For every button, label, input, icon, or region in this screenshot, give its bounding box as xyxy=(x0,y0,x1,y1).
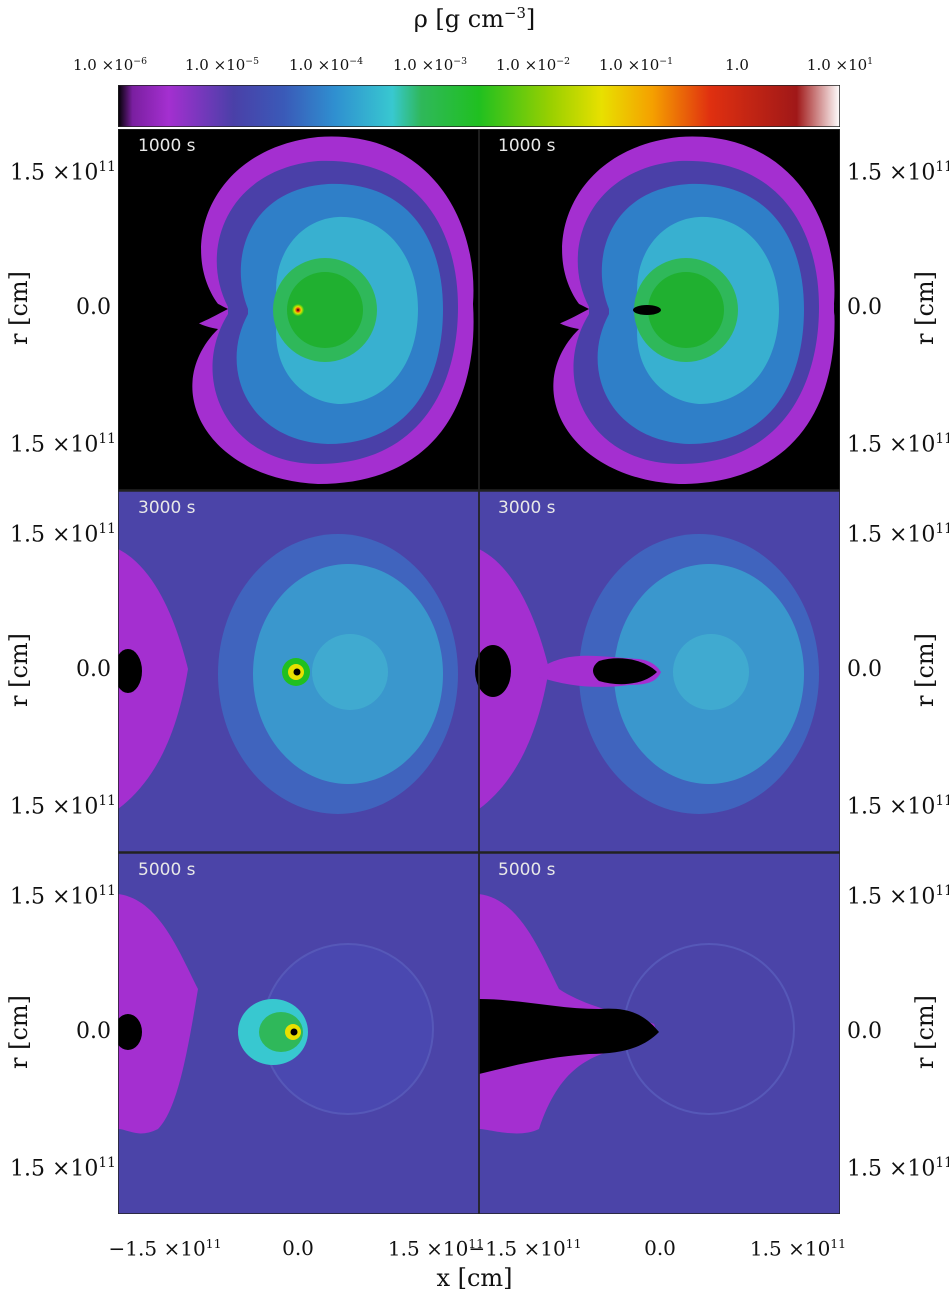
y-tick-label: 1.5 ×1011 xyxy=(847,521,949,548)
y-tick-label: 1.5 ×1011 xyxy=(10,883,116,910)
panel-time-label: 5000 s xyxy=(138,860,196,880)
y-axis-label: r [cm] xyxy=(5,632,34,708)
ejecta-3000s-right xyxy=(475,534,819,814)
x-tick-label: −1.5 ×1011 xyxy=(468,1236,582,1261)
y-tick-label: 1.5 ×1011 xyxy=(10,159,116,186)
colorbar-tick-label: 1.0 xyxy=(725,56,749,74)
colorbar-tick-label: 1.0 ×10−3 xyxy=(393,56,467,74)
panel-time-label: 1000 s xyxy=(138,136,196,156)
y-axis-label: r [cm] xyxy=(5,994,34,1070)
y-axis-label: r [cm] xyxy=(911,270,940,346)
y-tick-label: 1.5 ×1011 xyxy=(847,883,949,910)
colorbar-tick-label: 1.0 ×101 xyxy=(806,56,874,74)
x-tick-label: 1.5 ×1011 xyxy=(387,1236,485,1261)
y-axis-label: r [cm] xyxy=(5,270,34,346)
y-tick-label: 0.0 xyxy=(76,295,111,320)
y-tick-label: 0.0 xyxy=(847,657,882,682)
y-tick-label: 1.5 ×1011 xyxy=(10,431,116,458)
ejecta-3000s-left xyxy=(118,534,458,814)
panel-time-label: 1000 s xyxy=(498,136,556,156)
y-tick-label: 0.0 xyxy=(76,1019,111,1044)
density-panels xyxy=(118,129,840,1214)
colorbar xyxy=(118,85,840,127)
colorbar-label-exp: −3 xyxy=(503,4,526,22)
y-tick-label: 0.0 xyxy=(76,657,111,682)
colorbar-tick-label: 1.0 ×10−1 xyxy=(599,56,673,74)
colorbar-tick-label: 1.0 ×10−4 xyxy=(289,56,363,74)
x-tick-label: 1.5 ×1011 xyxy=(749,1236,847,1261)
colorbar-tick-label: 1.0 ×10−5 xyxy=(185,56,259,74)
y-axis-label: r [cm] xyxy=(911,632,940,708)
ejecta-5000s-left xyxy=(118,894,434,1134)
ejecta-1000s-left xyxy=(118,136,474,484)
y-tick-label: 1.5 ×1011 xyxy=(10,793,116,820)
panel-time-label: 3000 s xyxy=(138,498,196,518)
x-tick-label: −1.5 ×1011 xyxy=(108,1236,222,1261)
y-tick-label: 1.5 ×1011 xyxy=(847,793,949,820)
colorbar-title: ρ [g cm−3] xyxy=(0,4,949,33)
ejecta-5000s-right xyxy=(479,894,795,1134)
ejecta-1000s-right xyxy=(479,136,840,484)
panel-time-label: 3000 s xyxy=(498,498,556,518)
y-tick-label: 1.5 ×1011 xyxy=(10,521,116,548)
colorbar-label-tail: ] xyxy=(525,5,536,33)
y-axis-label: r [cm] xyxy=(911,994,940,1070)
y-tick-label: 1.5 ×1011 xyxy=(847,431,949,458)
panel-time-label: 5000 s xyxy=(498,860,556,880)
y-tick-label: 0.0 xyxy=(847,295,882,320)
y-tick-label: 0.0 xyxy=(847,1019,882,1044)
colorbar-tick-label: 1.0 ×10−2 xyxy=(496,56,570,74)
x-tick-label: 0.0 xyxy=(644,1236,676,1260)
y-tick-label: 1.5 ×1011 xyxy=(847,1155,949,1182)
colorbar-label-text: ρ [g cm xyxy=(413,5,504,33)
x-tick-label: 0.0 xyxy=(282,1236,314,1260)
x-axis-label: x [cm] xyxy=(436,1264,513,1292)
panel-frames xyxy=(118,129,840,1214)
colorbar-tick-label: 1.0 ×10−6 xyxy=(73,56,147,74)
y-tick-label: 1.5 ×1011 xyxy=(847,159,949,186)
y-tick-label: 1.5 ×1011 xyxy=(10,1155,116,1182)
